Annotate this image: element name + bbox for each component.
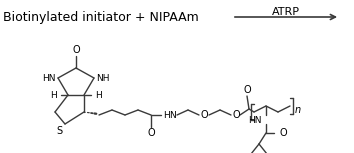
Text: HN: HN bbox=[249, 116, 262, 125]
Text: ATRP: ATRP bbox=[272, 7, 300, 17]
Text: O: O bbox=[72, 45, 80, 55]
Text: N: N bbox=[170, 110, 176, 119]
Text: O: O bbox=[147, 128, 155, 138]
Text: H: H bbox=[50, 91, 57, 99]
Text: O: O bbox=[280, 128, 287, 138]
Text: n: n bbox=[295, 105, 301, 115]
Text: O: O bbox=[232, 110, 240, 120]
Text: NH: NH bbox=[96, 73, 109, 82]
Text: H: H bbox=[95, 91, 102, 99]
Text: Biotinylated initiator + NIPAAm: Biotinylated initiator + NIPAAm bbox=[3, 11, 199, 24]
Text: O: O bbox=[243, 85, 251, 95]
Text: S: S bbox=[56, 126, 62, 136]
Text: H: H bbox=[162, 110, 169, 119]
Text: HN: HN bbox=[42, 73, 56, 82]
Text: O: O bbox=[200, 110, 208, 120]
